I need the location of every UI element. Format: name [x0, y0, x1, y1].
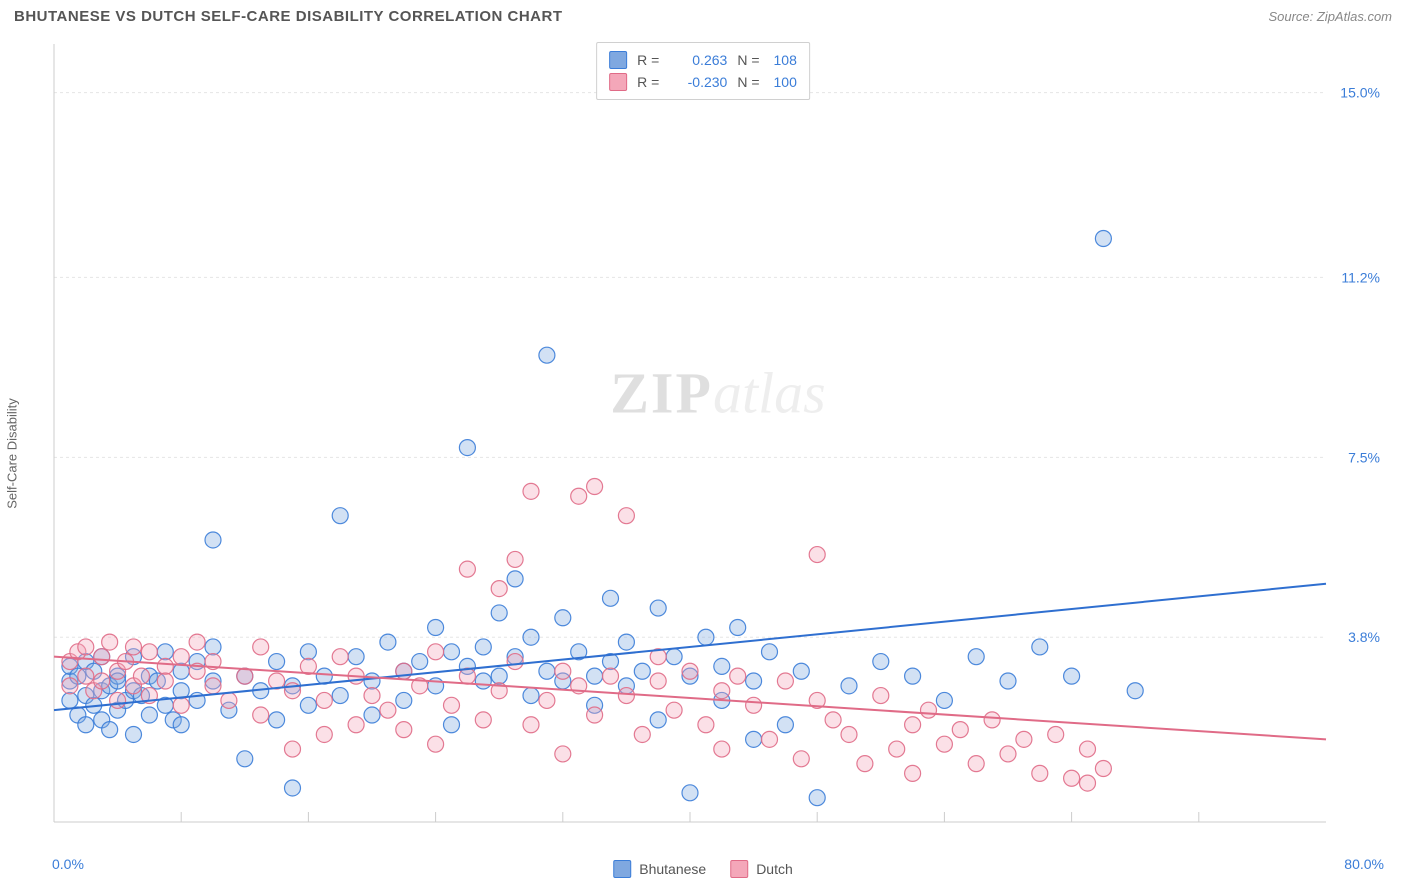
legend-item-dutch: Dutch — [730, 860, 793, 878]
chart-plot-area: 3.8%7.5%11.2%15.0% ZIPatlas — [50, 40, 1386, 842]
legend-swatch-bhutanese — [609, 51, 627, 69]
y-axis-label: Self-Care Disability — [5, 398, 20, 509]
legend-r-label: R = — [637, 49, 659, 71]
legend-r-value: -0.230 — [673, 71, 727, 93]
legend-r-label: R = — [637, 71, 659, 93]
legend-item-label: Dutch — [756, 861, 793, 877]
legend-series: Bhutanese Dutch — [613, 860, 793, 878]
x-axis-min-label: 0.0% — [52, 856, 84, 872]
legend-n-value: 108 — [774, 49, 797, 71]
legend-correlation: R = 0.263 N = 108 R = -0.230 N = 100 — [596, 42, 810, 100]
svg-text:15.0%: 15.0% — [1340, 85, 1380, 101]
legend-n-value: 100 — [774, 71, 797, 93]
legend-row: R = -0.230 N = 100 — [609, 71, 797, 93]
x-axis-max-label: 80.0% — [1344, 856, 1384, 872]
legend-item-label: Bhutanese — [639, 861, 706, 877]
svg-text:3.8%: 3.8% — [1348, 629, 1380, 645]
legend-n-label: N = — [737, 71, 759, 93]
legend-row: R = 0.263 N = 108 — [609, 49, 797, 71]
chart-source: Source: ZipAtlas.com — [1268, 9, 1392, 24]
legend-item-bhutanese: Bhutanese — [613, 860, 706, 878]
svg-text:11.2%: 11.2% — [1341, 269, 1380, 285]
chart-title: BHUTANESE VS DUTCH SELF-CARE DISABILITY … — [14, 8, 563, 25]
legend-r-value: 0.263 — [673, 49, 727, 71]
legend-swatch-icon — [730, 860, 748, 878]
chart-header: BHUTANESE VS DUTCH SELF-CARE DISABILITY … — [0, 0, 1406, 31]
svg-text:7.5%: 7.5% — [1348, 449, 1380, 465]
legend-n-label: N = — [737, 49, 759, 71]
legend-swatch-icon — [613, 860, 631, 878]
legend-swatch-dutch — [609, 73, 627, 91]
chart-svg: 3.8% 7.5% 11.2% 15.0% — [50, 40, 1386, 842]
